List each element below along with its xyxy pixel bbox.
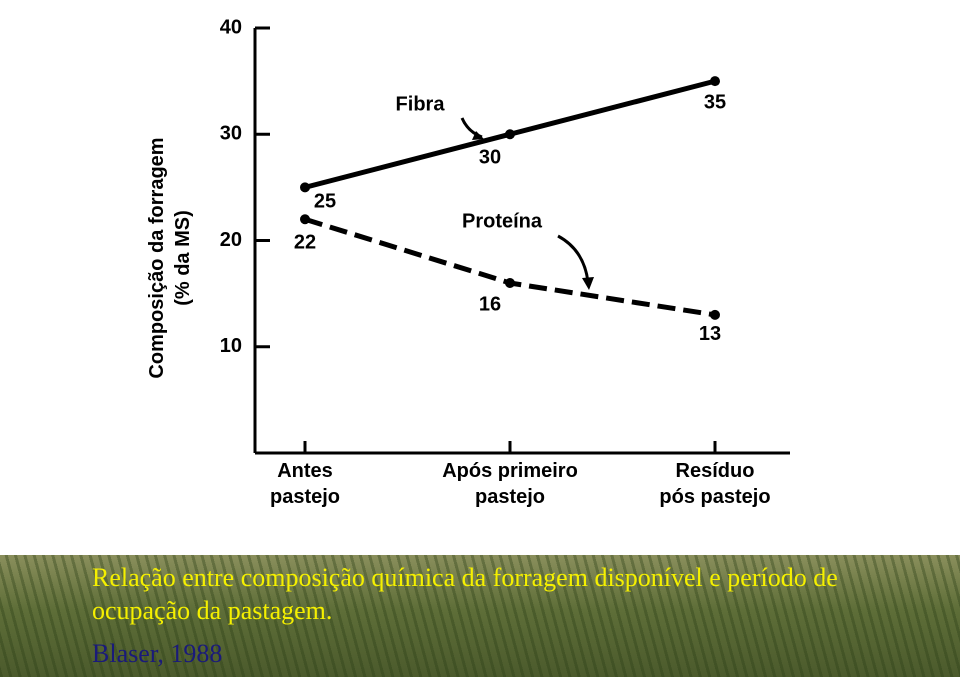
point xyxy=(505,129,515,140)
data-label: 22 xyxy=(294,232,316,254)
point xyxy=(300,214,310,225)
point xyxy=(710,309,720,320)
y-label-line: (% da MS) xyxy=(172,210,194,306)
source: Blaser, 1988 xyxy=(92,639,223,668)
point xyxy=(710,76,720,87)
series-line xyxy=(304,216,716,318)
caption: Relação entre composição química da forr… xyxy=(92,563,838,625)
proteina-arrow xyxy=(557,234,590,283)
x-tick-label: Resíduo pós pastejo xyxy=(659,460,771,508)
y-tick-label: 40 xyxy=(220,16,242,38)
arrow-head xyxy=(472,131,484,140)
y-axis-label: Composição da forragem (% da MS) xyxy=(144,108,196,408)
point xyxy=(300,182,310,193)
data-label: 13 xyxy=(699,323,721,345)
y-tick-label: 20 xyxy=(220,229,242,251)
series-name: Fibra xyxy=(396,93,446,115)
y-tick-label: 30 xyxy=(220,123,242,145)
data-label: 35 xyxy=(704,91,726,113)
x-tick-label: Antes pastejo xyxy=(269,460,341,508)
y-label-line: Composição da forragem xyxy=(146,137,168,379)
series-name: Proteína xyxy=(462,210,543,232)
caption-banner: Relação entre composição química da forr… xyxy=(0,555,960,677)
data-label: 30 xyxy=(479,147,501,169)
data-label: 25 xyxy=(314,191,336,213)
x-tick-label: Após primeiro pastejo xyxy=(442,460,578,508)
y-tick-label: 10 xyxy=(220,335,242,357)
chart: 10 20 30 40 25 30 35 Fibra 22 16 13 Proteína xyxy=(220,16,790,455)
data-label: 16 xyxy=(479,293,501,315)
arrow-head xyxy=(582,277,594,290)
point xyxy=(505,278,515,288)
